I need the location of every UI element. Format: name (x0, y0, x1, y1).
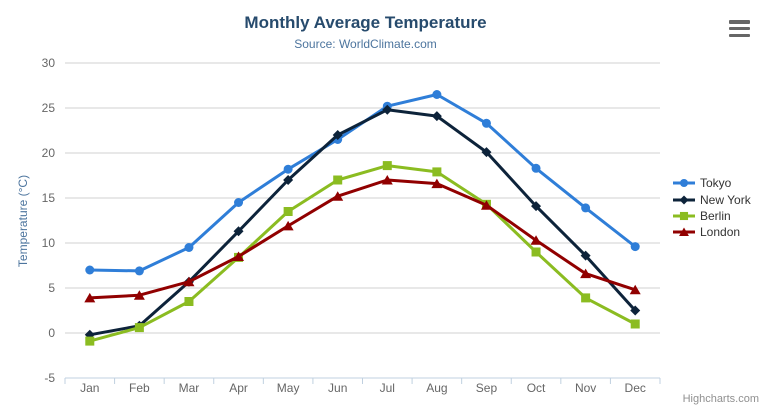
hamburger-menu-icon (729, 20, 750, 24)
y-axis-label: 10 (41, 236, 55, 250)
chart-title: Monthly Average Temperature (244, 13, 487, 32)
hamburger-menu-icon (729, 26, 750, 31)
export-menu-button[interactable] (729, 20, 751, 37)
x-axis-label: Sep (475, 381, 498, 395)
x-axis-label: Feb (129, 381, 150, 395)
x-axis-label: Aug (426, 381, 448, 395)
legend: Tokyo New York Berlin London (673, 175, 751, 241)
hamburger-menu-icon (729, 33, 750, 37)
x-axis-label: Mar (178, 381, 200, 395)
x-axis-label: Jul (379, 381, 395, 395)
x-axis-label: Oct (526, 381, 546, 395)
x-axis-label: Jun (328, 381, 348, 395)
gridlines (65, 62, 660, 379)
legend-item-berlin[interactable]: Berlin (673, 208, 751, 224)
series-new-york[interactable] (84, 104, 641, 340)
y-axis-label: 20 (41, 146, 55, 160)
x-axis-label: Jan (80, 381, 100, 395)
diamond-legend-icon (673, 195, 695, 205)
legend-label: Berlin (700, 208, 731, 223)
square-legend-icon (673, 211, 695, 221)
y-axis-label: -5 (44, 371, 55, 385)
x-axis-label: Nov (574, 381, 597, 395)
x-axis-label: May (276, 381, 300, 395)
legend-label: Tokyo (700, 176, 732, 191)
y-axis-label: 0 (48, 326, 55, 340)
legend-label: London (700, 225, 741, 240)
legend-label: New York (700, 192, 751, 207)
y-axis-label: 30 (41, 56, 55, 70)
legend-item-new-york[interactable]: New York (673, 191, 751, 207)
series-tokyo[interactable] (85, 90, 640, 276)
chart-subtitle: Source: WorldClimate.com (294, 37, 437, 51)
y-axis-label: 25 (41, 101, 55, 115)
y-axis-label: 5 (48, 281, 55, 295)
y-axis-label: 15 (41, 191, 55, 205)
legend-item-tokyo[interactable]: Tokyo (673, 175, 751, 191)
credits-link[interactable]: Highcharts.com (682, 393, 759, 405)
triangle-legend-icon (673, 227, 695, 237)
x-axis-label: Apr (229, 381, 248, 395)
legend-item-london[interactable]: London (673, 224, 751, 240)
x-axis-label: Dec (624, 381, 646, 395)
x-axis (64, 377, 661, 384)
series-london[interactable] (84, 175, 641, 303)
circle-legend-icon (673, 179, 695, 188)
